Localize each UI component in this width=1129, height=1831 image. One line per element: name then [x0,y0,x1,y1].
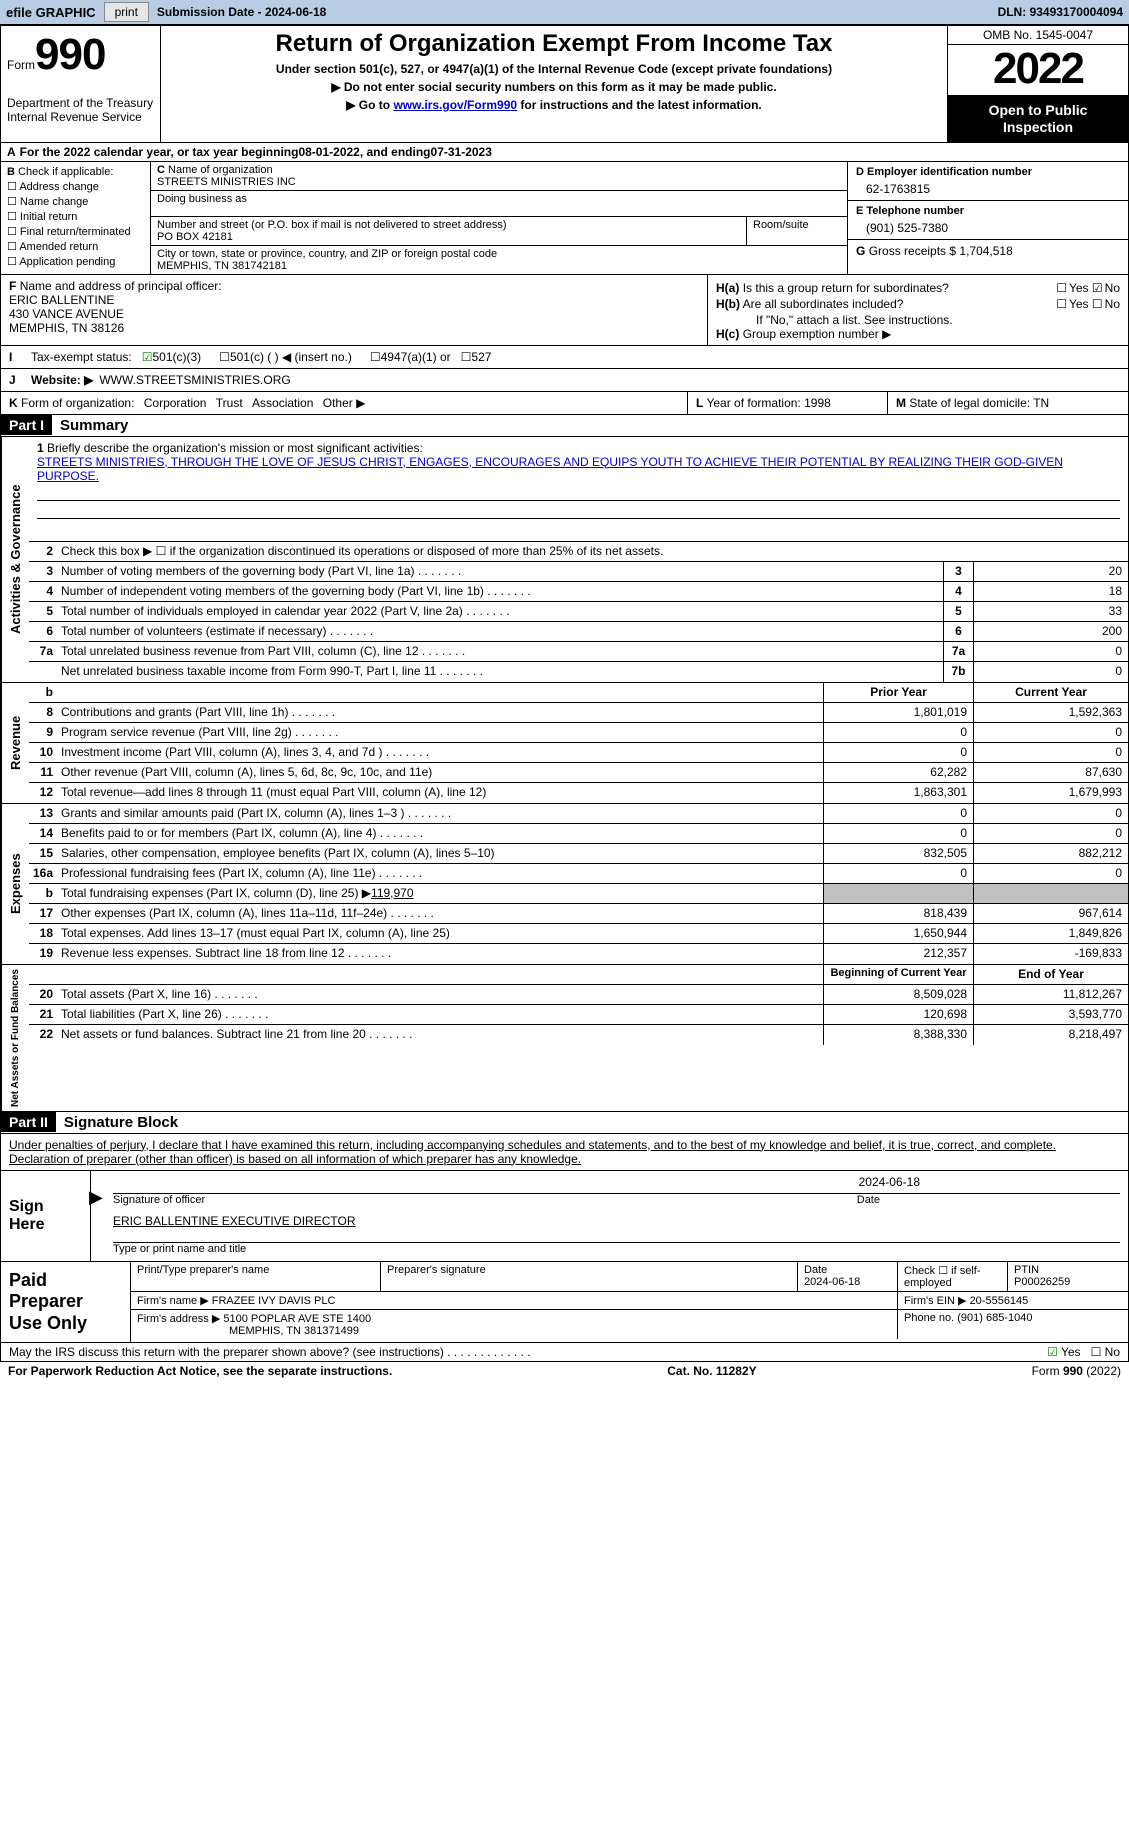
omb-number: OMB No. 1545-0047 [948,26,1128,45]
section-c: C Name of organization STREETS MINISTRIE… [151,162,848,274]
form-id-block: Form 990 Department of the Treasury Inte… [1,26,161,142]
form-title-block: Return of Organization Exempt From Incom… [161,26,948,142]
cb-final-return[interactable]: Final return/terminated [7,225,144,238]
cb-initial-return[interactable]: Initial return [7,210,144,223]
cb-501c3[interactable] [142,350,153,364]
line-a: A For the 2022 calendar year, or tax yea… [0,143,1129,162]
v7a: 0 [973,642,1128,661]
cb-address-change[interactable]: Address change [7,180,144,193]
tab-expenses: Expenses [1,804,29,964]
irs-discuss-row: May the IRS discuss this return with the… [0,1343,1129,1362]
v3: 20 [973,562,1128,581]
activities-section: Activities & Governance 1 Briefly descri… [0,437,1129,683]
arrow-icon [91,1171,103,1261]
gross-receipts: 1,704,518 [959,244,1012,258]
ha-yes[interactable] [1056,281,1069,295]
org-city: MEMPHIS, TN 381742181 [157,260,287,272]
v5: 33 [973,602,1128,621]
irs-link[interactable]: www.irs.gov/Form990 [393,98,517,112]
expenses-section: Expenses 13Grants and similar amounts pa… [0,804,1129,965]
cb-4947[interactable] [370,350,381,364]
year-formation: 1998 [804,396,831,410]
org-name: STREETS MINISTRIES INC [157,176,296,188]
footer-row: For Paperwork Reduction Act Notice, see … [0,1362,1129,1380]
sig-date-value: 2024-06-18 [859,1175,920,1189]
section-f: F Name and address of principal officer:… [1,275,708,345]
form-number: 990 [35,30,105,80]
ein: 62-1763815 [866,182,1120,196]
dln: DLN: 93493170004094 [998,5,1123,19]
omb-block: OMB No. 1545-0047 2022 Open to Public In… [948,26,1128,142]
hb-no[interactable] [1092,297,1105,311]
hb-yes[interactable] [1056,297,1069,311]
firm-name: FRAZEE IVY DAVIS PLC [212,1295,336,1307]
state-domicile: TN [1033,396,1049,410]
tab-revenue: Revenue [1,683,29,803]
net-assets-section: Net Assets or Fund Balances Beginning of… [0,965,1129,1112]
cb-527[interactable] [461,350,472,364]
line-i: I Tax-exempt status: 501(c)(3) 501(c) ( … [0,346,1129,369]
officer-name-title: ERIC BALLENTINE EXECUTIVE DIRECTOR [113,1214,1120,1228]
part-i-header: Part I Summary [0,415,1129,437]
firm-phone: (901) 685-1040 [957,1312,1032,1324]
tab-activities: Activities & Governance [1,437,29,682]
section-b: B Check if applicable: Address change Na… [1,162,151,274]
org-address: PO BOX 42181 [157,231,233,243]
part-ii-header: Part II Signature Block [0,1112,1129,1134]
website: WWW.STREETSMINISTRIES.ORG [99,373,290,387]
cb-application-pending[interactable]: Application pending [7,255,144,268]
instruction-2: Go to www.irs.gov/Form990 for instructio… [167,98,941,112]
cb-501c[interactable] [219,350,230,364]
cb-name-change[interactable]: Name change [7,195,144,208]
open-to-public: Open to Public Inspection [948,96,1128,142]
tab-net-assets: Net Assets or Fund Balances [1,965,29,1111]
officer-name: ERIC BALLENTINE [9,293,114,307]
v7b: 0 [973,662,1128,682]
section-deg: D Employer identification number 62-1763… [848,162,1128,274]
submission-date: Submission Date - 2024-06-18 [157,5,326,19]
firm-ein: 20-5556145 [970,1295,1029,1307]
v4: 18 [973,582,1128,601]
top-bar: efile GRAPHIC print Submission Date - 20… [0,0,1129,25]
line-klm: K Form of organization: Corporation Trus… [0,392,1129,415]
telephone: (901) 525-7380 [866,221,1120,235]
efile-label: efile GRAPHIC [6,5,96,20]
ptin: P00026259 [1014,1276,1070,1288]
line-j: J Website: ▶ WWW.STREETSMINISTRIES.ORG [0,369,1129,392]
fh-row: F Name and address of principal officer:… [0,275,1129,346]
form-header: Form 990 Department of the Treasury Inte… [0,25,1129,143]
print-button[interactable]: print [104,2,149,22]
bcd-row: B Check if applicable: Address change Na… [0,162,1129,275]
form-title: Return of Organization Exempt From Incom… [167,30,941,58]
v6: 200 [973,622,1128,641]
cb-amended-return[interactable]: Amended return [7,240,144,253]
instruction-1: Do not enter social security numbers on … [167,80,941,94]
dept-treasury: Department of the Treasury Internal Reve… [7,96,154,124]
form-subtitle: Under section 501(c), 527, or 4947(a)(1)… [167,62,941,76]
tax-year: 2022 [948,45,1128,96]
paid-preparer-block: Paid Preparer Use Only Print/Type prepar… [0,1262,1129,1344]
penalties-statement: Under penalties of perjury, I declare th… [0,1134,1129,1171]
ha-no[interactable] [1092,281,1105,295]
revenue-section: Revenue bPrior YearCurrent Year 8Contrib… [0,683,1129,804]
section-h: H(a) Is this a group return for subordin… [708,275,1128,345]
sign-here-block: Sign Here 2024-06-18 Signature of office… [0,1171,1129,1262]
mission-statement: STREETS MINISTRIES, THROUGH THE LOVE OF … [37,455,1063,483]
